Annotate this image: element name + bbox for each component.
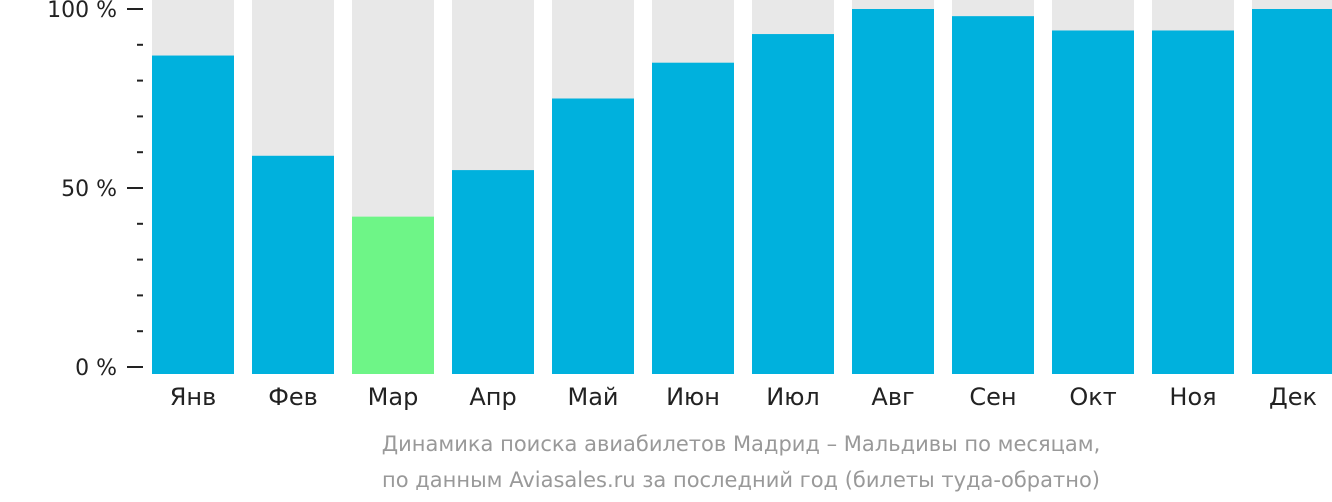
bar (452, 170, 534, 374)
x-tick-label: Фев (268, 383, 318, 411)
bar (852, 9, 934, 374)
y-tick-label: 100 % (47, 0, 117, 23)
bar (552, 98, 634, 374)
bar (752, 34, 834, 375)
x-tick-label: Июн (666, 383, 720, 411)
x-tick-label: Окт (1069, 383, 1116, 411)
x-tick-label: Апр (469, 383, 516, 411)
y-axis-labels: 0 % 50 % 100 % (47, 0, 117, 381)
y-tick-label: 50 % (61, 177, 117, 202)
bar (652, 62, 734, 374)
x-tick-label: Мар (368, 383, 419, 411)
x-tick-label: Дек (1269, 383, 1317, 411)
y-tick-label: 0 % (75, 356, 117, 381)
x-tick-label: Сен (969, 383, 1016, 411)
x-tick-label: Июл (766, 383, 820, 411)
x-axis-labels: Янв Фев Мар Апр Май Июн Июл Авг Сен Окт Ноя Дек (170, 383, 1317, 411)
y-axis-ticks (127, 8, 143, 368)
bar (1152, 30, 1234, 374)
data-bars (152, 9, 1332, 375)
bar-chart: 0 % 50 % 100 % Янв Фев Мар Апр Май Июн Июл Авг Сен… (47, 0, 1332, 411)
bar (952, 16, 1034, 374)
bar (252, 155, 334, 374)
chart-caption-line-1: Динамика поиска авиабилетов Мадрид – Мал… (381, 432, 1101, 456)
bar (352, 216, 434, 374)
x-tick-label: Янв (170, 383, 217, 411)
x-tick-label: Май (567, 383, 618, 411)
x-tick-label: Авг (871, 383, 914, 411)
bar (1052, 30, 1134, 374)
bar (152, 55, 234, 374)
x-tick-label: Ноя (1169, 383, 1216, 411)
bar (1252, 9, 1332, 374)
chart-caption-line-2: по данным Aviasales.ru за последний год … (382, 468, 1100, 492)
